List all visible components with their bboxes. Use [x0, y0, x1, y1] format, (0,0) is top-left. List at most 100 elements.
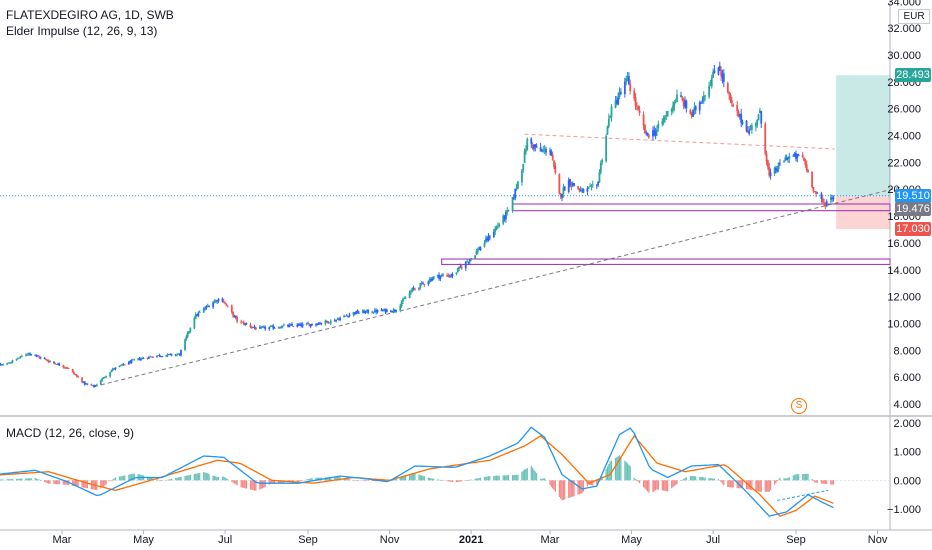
candle	[515, 183, 518, 191]
candle	[245, 322, 248, 326]
candle	[307, 321, 309, 325]
macd-bar	[269, 480, 272, 484]
candle	[606, 125, 609, 135]
macd-bar	[399, 477, 401, 481]
macd-bar	[815, 480, 817, 483]
macd-bar	[118, 476, 121, 481]
macd-bar	[489, 476, 491, 481]
candle	[18, 357, 21, 359]
resistance-dashed-line[interactable]	[524, 133, 835, 150]
candle	[712, 68, 715, 78]
trendline[interactable]	[93, 186, 904, 388]
macd-bar	[540, 478, 542, 481]
macd-bar	[626, 463, 629, 481]
macd-bar	[786, 478, 788, 481]
macd-bar	[110, 480, 113, 481]
macd-trendline[interactable]	[777, 489, 829, 501]
candle	[348, 312, 351, 318]
macd-bar	[569, 480, 571, 498]
macd-bar	[720, 480, 722, 483]
macd-line	[0, 426, 834, 517]
macd-bar	[617, 456, 619, 481]
macd-bar	[189, 474, 191, 481]
macd-bar	[263, 480, 265, 488]
macd-bar	[101, 480, 103, 488]
macd-bar	[62, 480, 64, 485]
candle	[535, 143, 538, 148]
candle	[400, 300, 403, 308]
candle	[261, 326, 264, 328]
macd-bar	[100, 480, 102, 489]
candle	[760, 110, 763, 129]
badge-target-price: 28.493	[895, 68, 931, 82]
macd-bar	[515, 474, 518, 481]
macd-bar	[769, 480, 772, 491]
macd-bar	[299, 480, 301, 482]
split-event-icon[interactable]: S	[791, 398, 807, 414]
candle	[439, 275, 442, 282]
candle	[521, 168, 523, 186]
candle	[418, 287, 420, 291]
candle	[728, 91, 731, 100]
target-zone[interactable]	[836, 75, 890, 197]
badge-current-price: 19.510	[895, 189, 931, 203]
candle	[423, 283, 426, 288]
candle	[352, 311, 355, 317]
candle	[367, 309, 370, 315]
candle	[436, 274, 439, 279]
candle	[139, 357, 142, 361]
macd-bar	[521, 471, 523, 481]
macd-bar	[208, 473, 210, 481]
candle	[121, 363, 124, 367]
candle	[590, 184, 593, 191]
candle	[488, 235, 491, 241]
macd-bar	[251, 480, 253, 490]
macd-bar	[374, 480, 376, 482]
candle	[404, 296, 407, 299]
candle	[554, 162, 557, 175]
macd-bar	[86, 480, 89, 489]
candle	[336, 317, 339, 320]
stop-zone[interactable]	[836, 196, 890, 230]
support-box-lower[interactable]	[441, 258, 891, 265]
currency-label[interactable]: EUR	[898, 9, 930, 24]
macd-bar	[830, 480, 832, 485]
candle	[83, 381, 86, 386]
candle	[504, 210, 507, 223]
candle	[230, 304, 233, 314]
candle	[483, 240, 486, 248]
time-tick-label: Mar	[541, 534, 560, 546]
candle	[812, 186, 815, 194]
candle	[226, 305, 229, 308]
macd-bar	[261, 480, 264, 489]
candle	[361, 309, 364, 314]
macd-bar	[112, 479, 114, 481]
macd-bar	[316, 477, 318, 481]
macd-bar	[637, 480, 639, 482]
macd-bar	[150, 477, 153, 481]
candle	[740, 108, 743, 128]
candle	[26, 353, 29, 357]
macd-bar	[224, 477, 226, 481]
macd-bar	[232, 480, 234, 483]
candle	[262, 325, 265, 329]
candle	[185, 334, 188, 341]
macd-bar	[57, 480, 59, 485]
candle	[492, 229, 495, 238]
macd-bar	[693, 476, 695, 481]
macd-bar	[82, 480, 84, 488]
macd-bar	[483, 477, 486, 481]
candle	[685, 99, 688, 113]
candle	[299, 322, 301, 327]
candle	[769, 168, 772, 180]
macd-bar	[625, 462, 627, 481]
macd-bar	[470, 479, 472, 481]
candle	[109, 371, 112, 378]
macd-bar	[642, 480, 645, 488]
macd-bar	[64, 480, 66, 485]
candle	[111, 367, 114, 372]
support-box-upper[interactable]	[512, 203, 891, 212]
candle	[607, 113, 610, 129]
candle	[178, 353, 181, 356]
